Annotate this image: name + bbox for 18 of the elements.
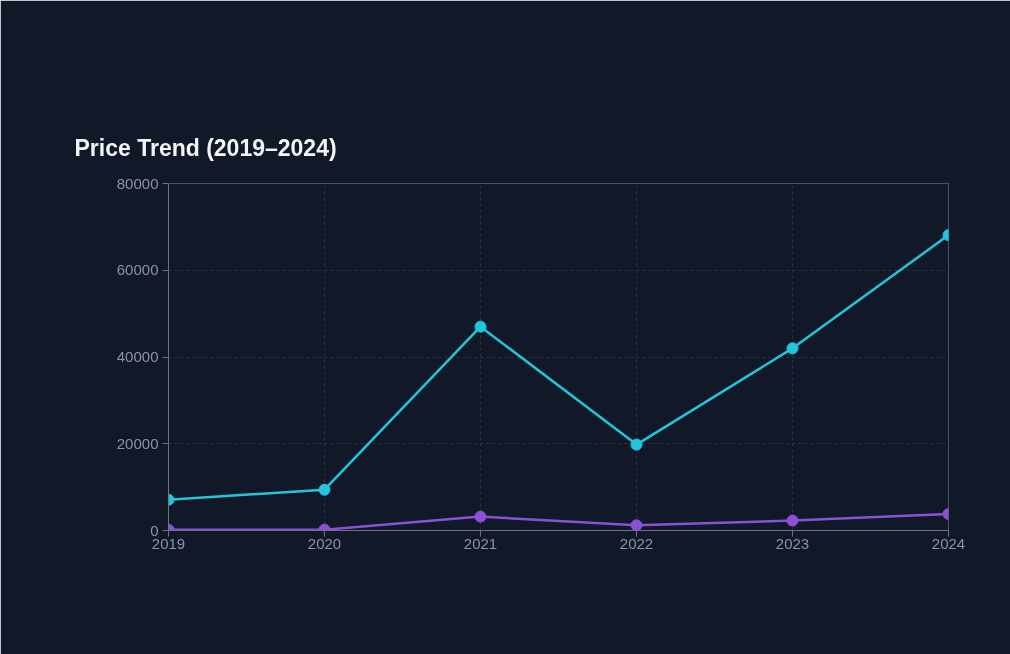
point [318,483,331,496]
y-tick-label: 80000 [116,174,159,192]
x-tick-label: 2023 [775,534,810,552]
point [630,438,643,451]
y-tick-label: 40000 [116,348,159,365]
point [786,514,799,527]
x-tick-label: 2024 [931,534,966,552]
x-tick-label: 2022 [619,534,654,552]
point [474,320,487,333]
y-tick-label: 60000 [116,261,159,279]
point [474,510,487,523]
y-tick-label: 20000 [116,434,159,452]
x-tick-label: 2021 [463,534,498,552]
point [630,519,643,531]
point [786,342,799,355]
chart-title: Price Trend (2019–2024) [74,135,337,161]
x-tick-label: 2020 [307,534,342,552]
y-tick-label: 0 [150,521,159,539]
